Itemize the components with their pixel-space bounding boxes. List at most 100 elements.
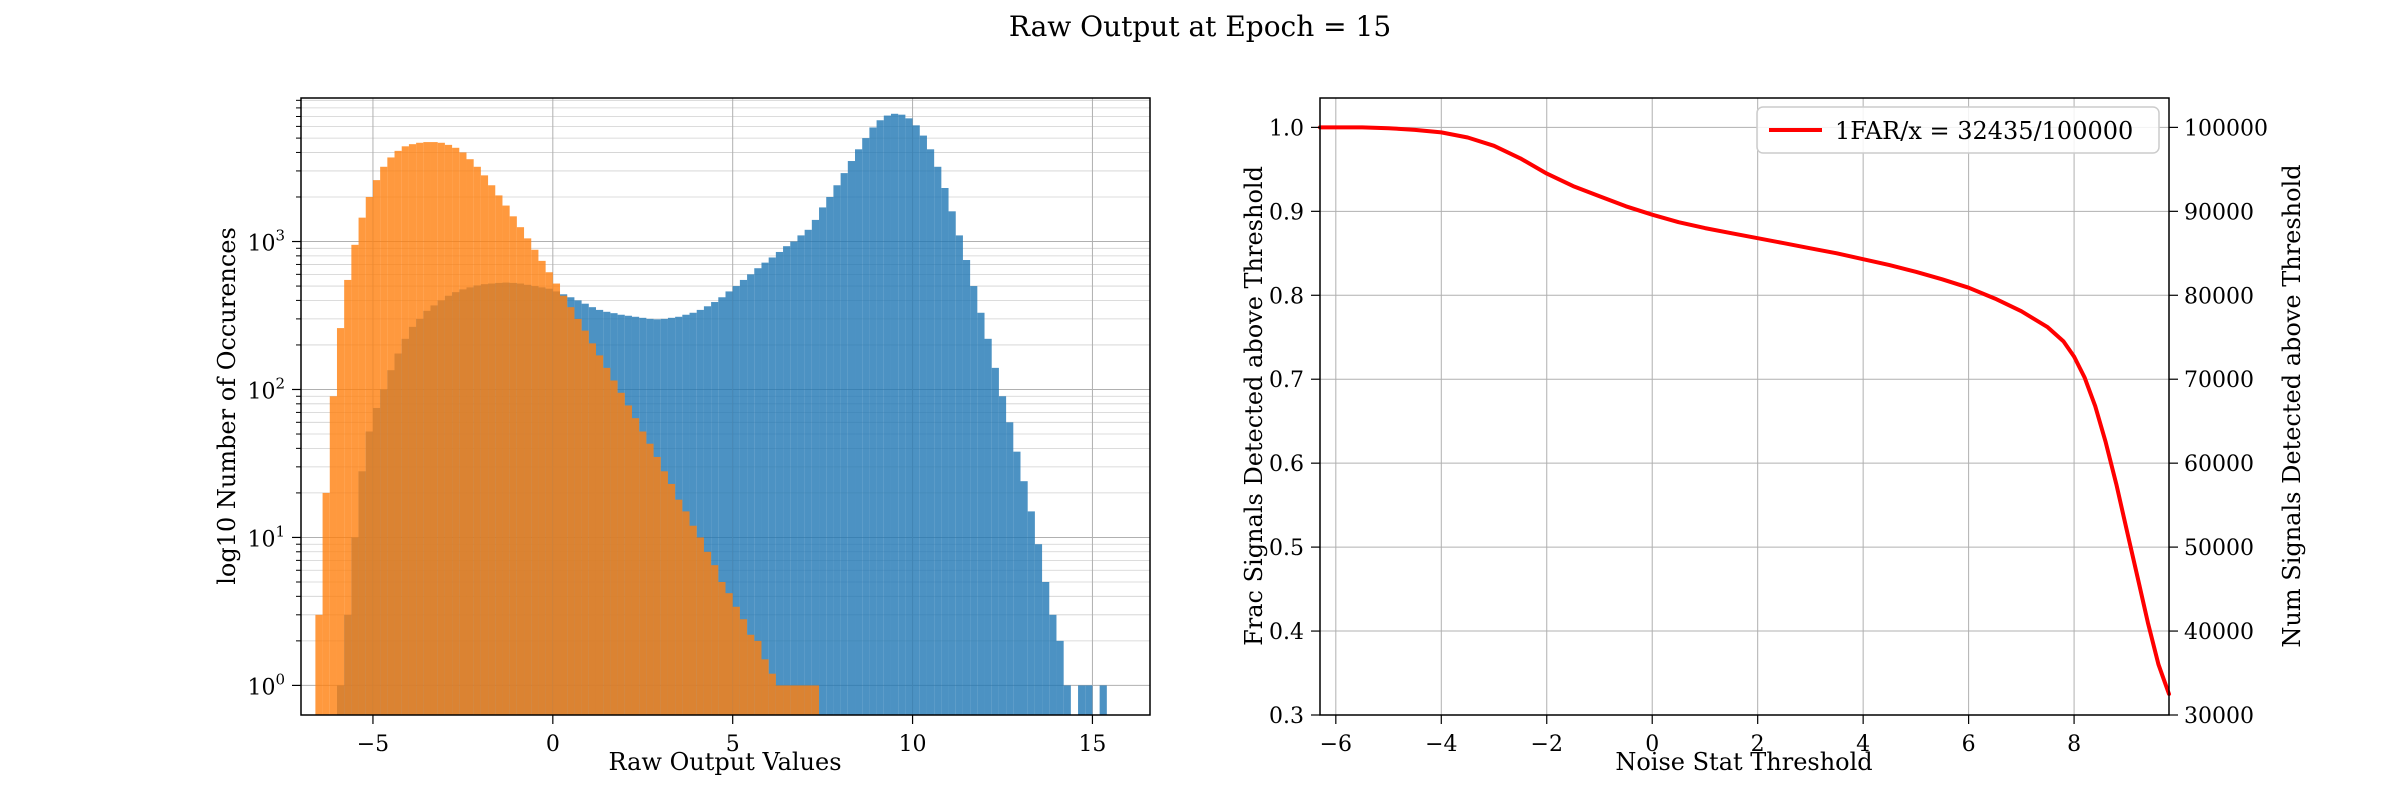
histogram-bar-series-2 (495, 195, 503, 716)
histogram-bar-series-2 (416, 142, 424, 715)
histogram-bar-series-1 (1013, 451, 1021, 715)
threshold-x-tick-label: 2 (1751, 732, 1765, 757)
histogram-ticks: 100 101 102 103 −5 0 5 10 15 (247, 99, 1106, 757)
threshold-x-tick-label: −2 (1531, 732, 1563, 757)
histogram-bar-series-2 (538, 260, 546, 715)
histogram-bar-series-1 (926, 149, 935, 716)
histogram-bar-series-1 (840, 173, 848, 716)
histogram-bar-series-2 (574, 318, 582, 715)
histogram-bar-series-2 (336, 328, 345, 715)
legend: 1FAR/x = 32435/100000 (1756, 106, 2160, 154)
histogram-bar-series-1 (1085, 685, 1093, 715)
threshold-x-tick-label: 0 (1645, 732, 1659, 757)
legend-box (1756, 106, 2160, 154)
histogram-bar-series-2 (516, 227, 525, 715)
histogram-bar-series-2 (732, 606, 740, 715)
threshold-x-tick-label: −4 (1425, 732, 1457, 757)
threshold-ticks: −6 −4 −2 0 2 4 6 8 0.3 0.4 0.5 0.6 0.7 0.8 0.9 1.0 30000… (1269, 116, 2268, 757)
histogram-bar-series-2 (466, 159, 474, 715)
histogram-bar-series-1 (912, 125, 920, 715)
histogram-bar-series-1 (797, 235, 805, 715)
histogram-bar-series-1 (1006, 422, 1014, 715)
histogram-bar-series-1 (761, 262, 769, 715)
histogram-bar-series-2 (804, 685, 812, 715)
histogram-bar-series-1 (790, 241, 798, 716)
threshold-xlabel: Noise Stat Threshold (1615, 748, 1872, 776)
histogram-bar-series-1 (977, 312, 985, 715)
histogram-bar-series-2 (754, 640, 762, 715)
histogram-bar-series-2 (423, 142, 431, 716)
histogram-bar-series-1 (747, 274, 755, 715)
histogram-bar-series-1 (855, 149, 863, 716)
histogram-bar-series-1 (833, 185, 841, 715)
histogram-bar-series-2 (394, 150, 402, 716)
histogram-bar-series-2 (387, 157, 395, 715)
histogram-bar-series-2 (595, 355, 604, 715)
histogram-bar-series-2 (725, 593, 733, 715)
histogram-bar-series-1 (718, 297, 726, 715)
threshold-y-right-tick-label: 80000 (2184, 284, 2254, 309)
threshold-y-tick-label: 0.7 (1269, 368, 1304, 393)
histogram-bar-series-2 (372, 180, 381, 715)
threshold-y-right-tick-label: 70000 (2184, 368, 2254, 393)
figure-suptitle: Raw Output at Epoch = 15 (1009, 10, 1391, 43)
threshold-y-right-tick-label: 40000 (2184, 620, 2254, 645)
threshold-frame (1319, 97, 2170, 716)
histogram-bar-series-1 (811, 219, 820, 716)
legend-label: 1FAR/x = 32435/100000 (1835, 117, 2133, 145)
histogram-bar-series-2 (783, 685, 791, 715)
threshold-lines (1318, 125, 2171, 696)
histogram-bar-series-2 (588, 343, 596, 715)
histogram-x-tick-label: 10 (899, 732, 927, 757)
histogram-bar-series-1 (754, 268, 762, 715)
histogram-bar-series-2 (703, 551, 712, 715)
histogram-bar-series-1 (883, 115, 891, 715)
threshold-x-tick-label: 4 (1856, 732, 1870, 757)
histogram-bar-series-1 (905, 118, 913, 716)
histogram-bar-series-2 (531, 249, 539, 715)
histogram-x-tick-label: 5 (726, 732, 740, 757)
histogram-bar-series-2 (768, 673, 776, 715)
histogram-bar-series-2 (711, 565, 719, 715)
histogram-bar-series-2 (797, 685, 805, 715)
histogram-x-tick-label: 0 (546, 732, 560, 757)
histogram-bar-series-1 (862, 138, 870, 715)
histogram-bar-series-2 (682, 511, 690, 715)
histogram-bar-series-2 (344, 279, 352, 715)
histogram-bar-series-2 (610, 380, 618, 715)
threshold-y-right-tick-label: 50000 (2184, 536, 2254, 561)
threshold-y-right-tick-label: 100000 (2184, 116, 2268, 141)
histogram-bar-series-2 (322, 492, 330, 715)
threshold-y-tick-label: 0.3 (1269, 704, 1304, 729)
histogram-bar-series-2 (567, 307, 575, 715)
histogram-bar-series-2 (739, 619, 748, 715)
histogram-bar-series-1 (890, 113, 899, 716)
histogram-bar-series-2 (351, 244, 359, 715)
histogram-bar-series-2 (639, 431, 647, 715)
histogram-bar-series-1 (948, 211, 956, 715)
histogram-bar-series-1 (1099, 685, 1107, 715)
threshold-y-right-tick-label: 60000 (2184, 452, 2254, 477)
histogram-bar-series-2 (696, 537, 704, 715)
histogram-bar-series-2 (480, 175, 489, 716)
histogram-bar-series-2 (560, 295, 568, 715)
histogram-bar-series-1 (696, 309, 704, 715)
histogram-bar-series-1 (1020, 481, 1028, 715)
threshold-x-tick-label: −6 (1320, 732, 1352, 757)
threshold-y-tick-label: 0.6 (1269, 452, 1304, 477)
histogram-bar-series-1 (941, 188, 949, 715)
histogram-bar-series-1 (739, 279, 748, 715)
histogram-bar-series-2 (603, 367, 611, 715)
threshold-y-right-tick-label: 90000 (2184, 200, 2254, 225)
histogram-bar-series-2 (675, 499, 683, 715)
histogram-bar-series-2 (380, 166, 388, 715)
histogram-bar-series-1 (998, 396, 1007, 715)
histogram-bar-series-1 (1027, 511, 1035, 715)
histogram-bar-series-1 (1042, 581, 1050, 715)
histogram-bar-series-2 (524, 238, 532, 715)
threshold-x-tick-label: 6 (1962, 732, 1976, 757)
histogram-bar-series-1 (876, 120, 884, 716)
histogram-bar-series-1 (725, 291, 733, 715)
histogram-bar-series-1 (955, 235, 963, 715)
